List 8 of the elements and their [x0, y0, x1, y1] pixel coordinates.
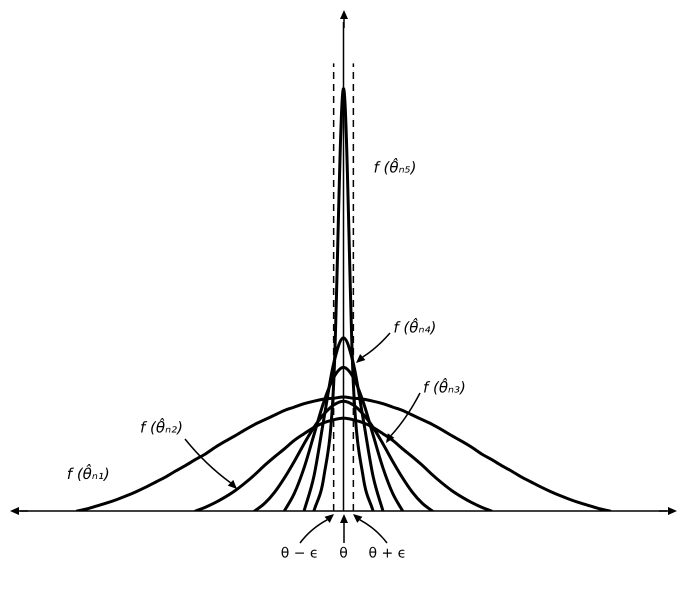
text: f (θ̂ₙ₂) [140, 418, 183, 437]
text: θ + ϵ [368, 546, 406, 562]
series-label: f (θ̂ₙ₁) [66, 464, 110, 483]
series-label: f (θ̂ₙ₅) [374, 158, 416, 177]
text: f (θ̂ₙ₃) [422, 378, 466, 397]
text: f (θ̂ₙ₄) [393, 318, 436, 336]
text: θ [339, 546, 348, 562]
text: θ − ϵ [280, 546, 319, 562]
